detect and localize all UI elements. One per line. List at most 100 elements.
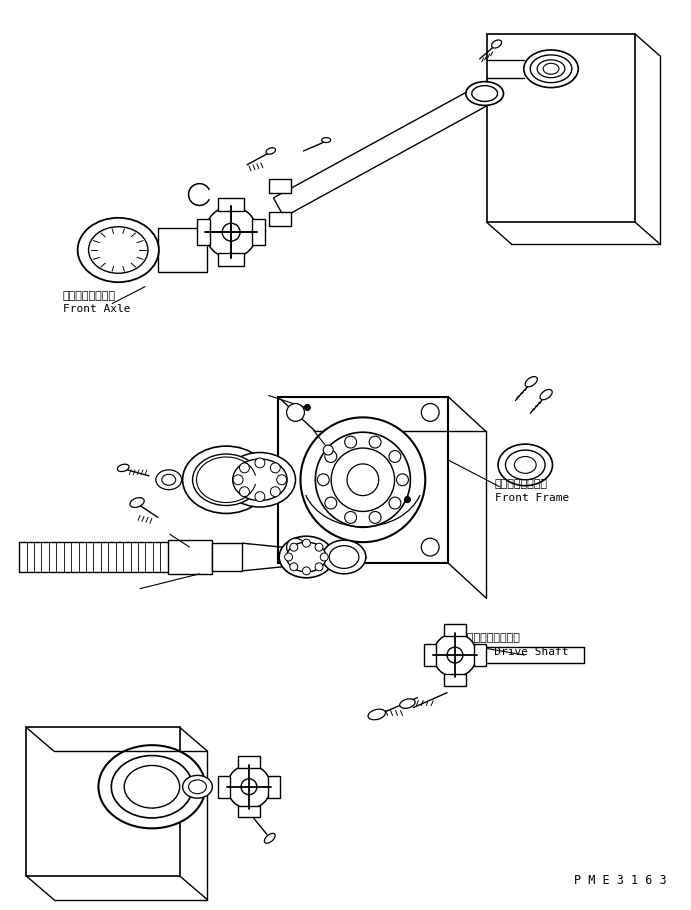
Ellipse shape [368,709,386,720]
Text: P M E 3 1 6 3: P M E 3 1 6 3 [574,874,666,887]
Circle shape [270,487,281,497]
Circle shape [422,538,439,556]
Bar [424,644,436,666]
Ellipse shape [156,470,182,490]
Circle shape [303,540,310,547]
Circle shape [422,403,439,421]
Ellipse shape [329,546,359,569]
Ellipse shape [266,147,276,154]
Circle shape [325,450,337,462]
Circle shape [389,497,401,509]
Polygon shape [278,397,448,563]
Ellipse shape [530,55,572,83]
Text: Front Frame: Front Frame [495,492,569,502]
Circle shape [369,511,381,523]
Ellipse shape [399,699,415,708]
Circle shape [255,491,265,501]
Circle shape [331,448,395,511]
Circle shape [303,567,310,575]
Bar [474,644,486,666]
Circle shape [345,436,357,448]
Ellipse shape [524,50,578,87]
Ellipse shape [224,452,296,507]
Ellipse shape [287,542,326,571]
Circle shape [227,765,271,809]
Bar [269,178,291,193]
Ellipse shape [182,446,269,513]
Text: フロントフレーム: フロントフレーム [495,479,547,489]
Circle shape [315,543,323,551]
Circle shape [325,497,337,509]
Circle shape [276,475,287,485]
Circle shape [240,487,249,497]
Circle shape [323,445,333,455]
Circle shape [315,563,323,571]
Circle shape [241,779,257,794]
Bar [444,674,466,686]
Ellipse shape [506,450,545,480]
Circle shape [347,464,379,496]
Circle shape [290,563,298,571]
Circle shape [397,474,408,486]
Bar [269,212,291,227]
Ellipse shape [322,541,366,574]
Circle shape [205,207,257,258]
Circle shape [345,511,357,523]
Circle shape [233,475,243,485]
Circle shape [287,403,305,421]
Bar [252,219,265,245]
Circle shape [315,432,410,527]
Text: Center Drive Shaft: Center Drive Shaft [447,647,569,657]
Text: センタドライブシャフト: センタドライブシャフト [447,633,520,643]
Polygon shape [26,727,180,876]
Text: Front Axle: Front Axle [63,304,131,314]
Circle shape [285,553,292,561]
Bar [268,776,280,798]
Bar [218,253,244,266]
Circle shape [223,223,240,241]
Polygon shape [486,34,635,222]
Ellipse shape [182,775,212,798]
Bar [444,624,466,636]
Ellipse shape [265,834,275,844]
Ellipse shape [540,389,552,399]
Polygon shape [212,543,242,571]
Text: フロントアクスル: フロントアクスル [63,290,116,300]
Circle shape [389,450,401,462]
Circle shape [321,553,328,561]
Circle shape [287,538,305,556]
Bar [218,198,244,211]
Ellipse shape [322,137,331,143]
Ellipse shape [466,82,504,106]
Bar [198,219,210,245]
Circle shape [404,497,410,502]
Bar [238,756,260,768]
Circle shape [301,418,425,542]
Ellipse shape [117,464,129,471]
Ellipse shape [279,536,334,578]
Ellipse shape [233,459,287,500]
Ellipse shape [130,498,144,508]
Circle shape [369,436,381,448]
Ellipse shape [491,40,502,48]
Ellipse shape [98,745,205,828]
Ellipse shape [124,765,180,808]
Circle shape [305,404,310,410]
Circle shape [447,647,463,663]
Ellipse shape [111,755,193,818]
Circle shape [240,463,249,473]
Circle shape [270,463,281,473]
Bar [238,805,260,817]
Ellipse shape [77,217,159,282]
Ellipse shape [525,377,538,387]
Polygon shape [168,541,212,574]
Circle shape [290,543,298,551]
Circle shape [433,633,477,677]
Ellipse shape [498,444,553,486]
Circle shape [317,474,329,486]
Polygon shape [274,84,492,217]
Polygon shape [158,228,207,272]
Bar [218,776,230,798]
Circle shape [255,458,265,468]
Ellipse shape [193,454,260,506]
